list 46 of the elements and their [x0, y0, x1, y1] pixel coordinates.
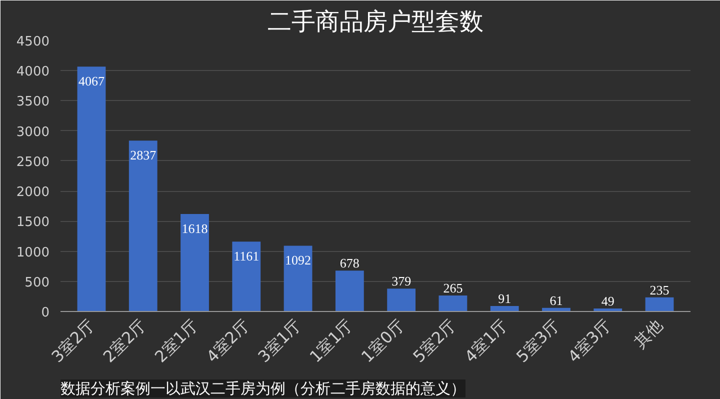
x-tick-label: 5室2厅 [409, 316, 460, 366]
data-label: 1618 [182, 221, 208, 236]
data-label: 2837 [130, 148, 157, 163]
y-tick-label: 1000 [16, 245, 50, 260]
y-tick-label: 3500 [16, 94, 50, 110]
data-label: 1161 [234, 248, 260, 264]
bar [180, 214, 209, 312]
bar [335, 270, 364, 312]
data-label: 4067 [78, 74, 105, 89]
data-label: 91 [498, 291, 512, 306]
data-label: 61 [550, 292, 563, 308]
bar [387, 288, 416, 312]
bar [645, 297, 674, 312]
y-tick-label: 1500 [16, 215, 50, 230]
y-tick-label: 4500 [16, 34, 50, 50]
x-tick-label: 1室1厅 [306, 316, 356, 366]
bar [77, 66, 106, 312]
x-tick-label: 4室3厅 [564, 316, 615, 366]
x-tick-label: 2室1厅 [151, 316, 202, 366]
x-tick-label: 1室0厅 [358, 316, 408, 366]
data-label: 265 [443, 280, 463, 296]
y-tick-label: 0 [41, 306, 50, 320]
y-tick-label: 2500 [16, 154, 50, 170]
x-tick-label: 4室2厅 [202, 316, 254, 366]
y-tick-label: 500 [24, 275, 50, 290]
bar [128, 140, 158, 312]
y-tick-label: 4000 [16, 64, 50, 80]
bar [232, 242, 261, 312]
x-tick-label: 3室2厅 [48, 316, 98, 366]
data-label: 49 [601, 294, 614, 309]
data-label: 1092 [285, 252, 312, 268]
x-tick-label: 2室2厅 [99, 316, 150, 366]
text: 数据分析案例一以武汉二手房为例（分析二手房数据的意义） [60, 380, 466, 398]
x-tick-label: 其他 [630, 316, 666, 352]
bar [490, 306, 519, 312]
data-label: 678 [340, 256, 360, 271]
y-tick-label: 2000 [16, 185, 50, 200]
data-label: 235 [650, 282, 670, 298]
bar [284, 246, 312, 312]
y-tick-label: 3000 [16, 124, 50, 140]
chart-title: 二手商品房户型套数 [268, 8, 484, 36]
bar [438, 296, 468, 312]
x-tick-label: 5室3厅 [512, 316, 563, 366]
data-label: 379 [392, 274, 412, 289]
x-tick-label: 4室1厅 [460, 316, 512, 366]
x-tick-label: 3室1厅 [254, 316, 305, 366]
